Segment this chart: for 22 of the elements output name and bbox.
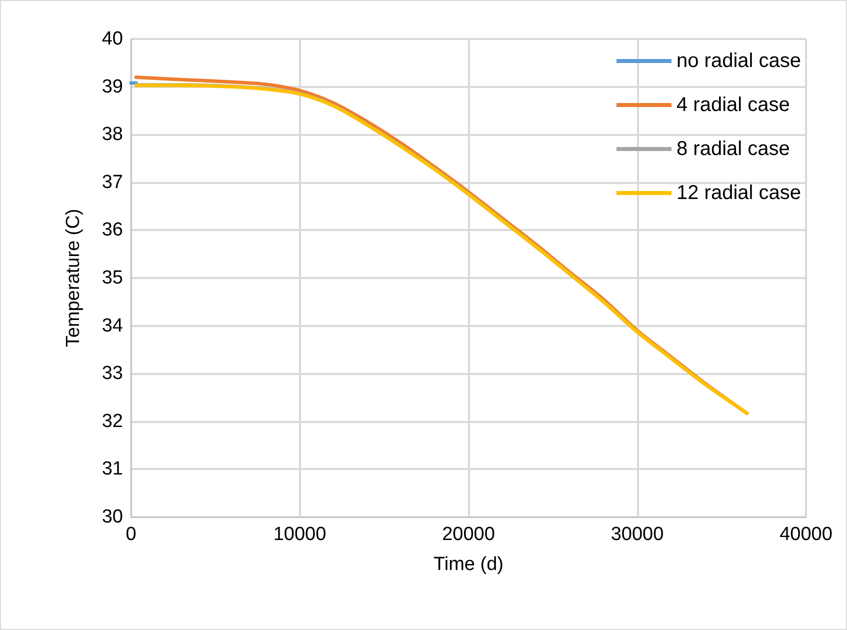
y-tick-label: 37 <box>102 172 123 193</box>
y-axis-title: Temperature (C) <box>63 208 84 348</box>
y-tick-label: 33 <box>102 363 123 384</box>
y-tick-label: 30 <box>102 506 123 528</box>
legend-label: 4 radial case <box>676 94 790 116</box>
y-tick-label: 31 <box>102 458 123 480</box>
y-tick-label: 40 <box>102 28 123 50</box>
x-tick-label: 20000 <box>442 524 495 545</box>
legend-label: no radial case <box>676 50 802 72</box>
y-tick-label: 36 <box>102 220 123 241</box>
y-tick-label: 38 <box>102 124 123 146</box>
y-tick-label: 34 <box>102 315 124 336</box>
y-tick-label: 32 <box>102 410 123 432</box>
x-tick-label: 40000 <box>780 524 832 545</box>
x-tick-label: 0 <box>126 524 136 545</box>
x-tick-label: 30000 <box>610 524 664 545</box>
x-axis-title: Time (d) <box>433 554 504 575</box>
y-tick-label: 35 <box>102 268 123 288</box>
legend-label: 12 radial case <box>676 182 802 204</box>
y-tick-label: 39 <box>102 76 123 98</box>
x-tick-label: 10000 <box>273 524 326 545</box>
legend-label: 8 radial case <box>676 138 790 160</box>
